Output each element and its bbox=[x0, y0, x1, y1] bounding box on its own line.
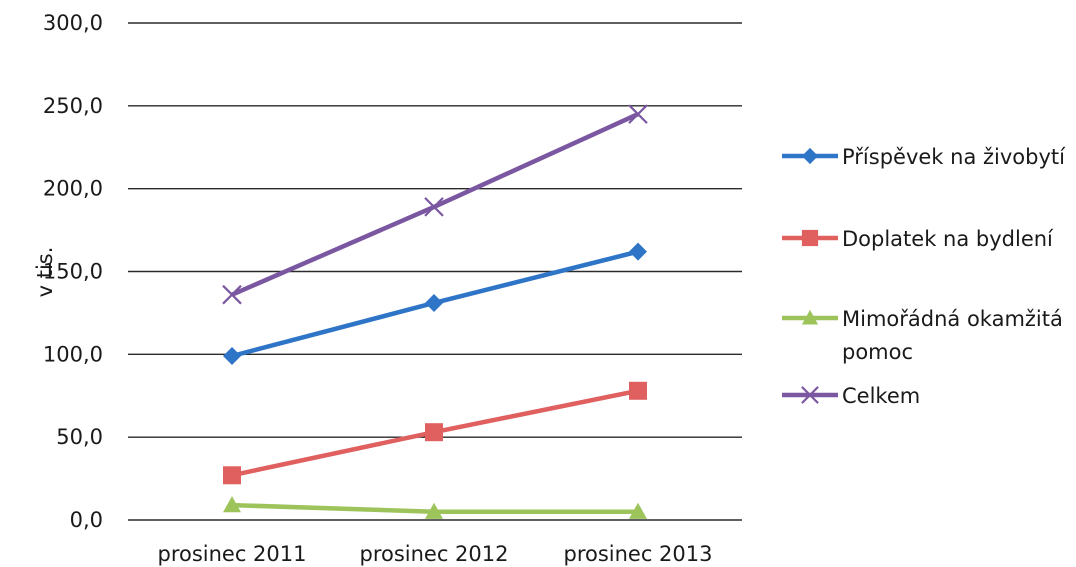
y-tick-label: 150,0 bbox=[43, 260, 103, 284]
y-tick-label: 300,0 bbox=[43, 11, 103, 35]
legend-item: Celkem bbox=[782, 384, 920, 408]
data-point bbox=[425, 423, 443, 442]
legend: Příspěvek na živobytí Doplatek na bydlení… bbox=[782, 145, 1066, 408]
y-tick-label: 200,0 bbox=[43, 177, 103, 201]
data-point bbox=[425, 502, 443, 519]
data-point bbox=[424, 197, 444, 217]
series-group bbox=[223, 242, 647, 365]
x-tick-label: prosinec 2013 bbox=[563, 542, 712, 566]
series-group bbox=[223, 496, 647, 519]
y-axis-title: v tis. bbox=[33, 247, 57, 298]
grid bbox=[128, 22, 742, 521]
data-point bbox=[801, 386, 819, 404]
data-point bbox=[629, 242, 647, 261]
data-point bbox=[801, 229, 819, 247]
data-point bbox=[628, 104, 648, 124]
legend-item: Mimořádná okamžitá pomoc bbox=[782, 307, 1063, 364]
series bbox=[222, 104, 648, 519]
legend-label: Mimořádná okamžitá bbox=[842, 307, 1063, 331]
legend-label: Doplatek na bydlení bbox=[842, 227, 1054, 251]
data-point bbox=[801, 147, 819, 165]
y-tick-label: 0,0 bbox=[70, 508, 103, 532]
x-tick-label: prosinec 2012 bbox=[359, 542, 508, 566]
y-tick-label: 250,0 bbox=[43, 94, 103, 118]
y-tick-label: 50,0 bbox=[56, 425, 103, 449]
y-axis-ticks: 0,0 50,0 100,0 150,0 200,0 250,0 300,0 bbox=[43, 11, 103, 532]
legend-label: Celkem bbox=[842, 384, 920, 408]
data-point bbox=[223, 346, 241, 365]
x-tick-label: prosinec 2011 bbox=[157, 542, 306, 566]
legend-label: pomoc bbox=[842, 340, 913, 364]
data-point bbox=[222, 284, 242, 305]
legend-label: Příspěvek na živobytí bbox=[842, 145, 1066, 169]
data-point bbox=[223, 496, 241, 513]
data-point bbox=[801, 309, 819, 325]
series-group bbox=[222, 104, 648, 305]
data-point bbox=[425, 293, 443, 312]
legend-item: Příspěvek na živobytí bbox=[782, 145, 1066, 169]
data-point bbox=[629, 502, 647, 519]
series-group bbox=[223, 381, 647, 485]
x-axis-ticks: prosinec 2011 prosinec 2012 prosinec 2013 bbox=[157, 542, 712, 566]
data-point bbox=[223, 466, 241, 485]
data-point bbox=[629, 381, 647, 400]
legend-item: Doplatek na bydlení bbox=[782, 227, 1054, 251]
y-tick-label: 100,0 bbox=[43, 342, 103, 366]
